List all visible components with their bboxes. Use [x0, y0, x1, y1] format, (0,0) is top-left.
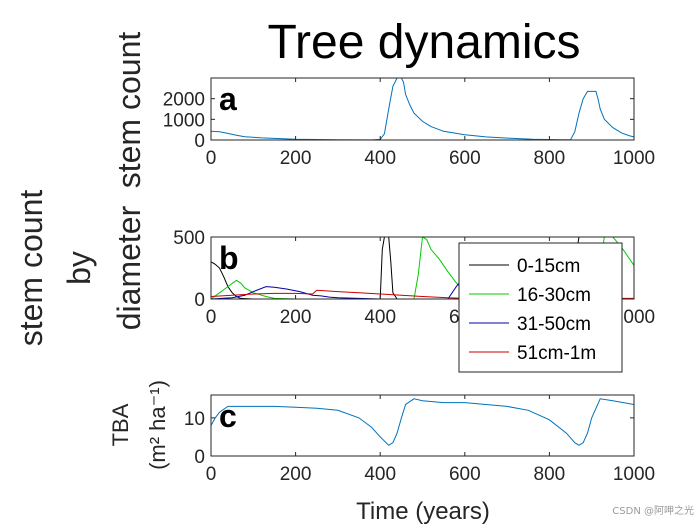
x-tick-label: 200	[280, 307, 312, 328]
x-tick-label: 0	[206, 148, 217, 169]
panel-label: a	[219, 81, 237, 117]
x-tick-label: 200	[280, 464, 312, 485]
axes-box	[210, 77, 635, 141]
series-line-stem-count	[211, 78, 634, 140]
axes-box	[210, 236, 635, 300]
y-axis-label-c: TBA (m² ha⁻¹)	[108, 380, 170, 470]
x-tick-label: 1000	[613, 148, 655, 169]
y-tick-label: 500	[173, 228, 205, 249]
y-tick-label: 1000	[163, 110, 205, 131]
y-axis-label-c-line: (m² ha⁻¹)	[145, 380, 170, 470]
x-tick-label: 600	[449, 464, 481, 485]
watermark: CSDN @阿呷之光	[612, 506, 694, 517]
y-axis-label-b-line: by	[61, 251, 97, 285]
x-axis-label: Time (years)	[356, 498, 490, 525]
y-tick-label: 10	[184, 409, 205, 430]
x-tick-label: 200	[280, 148, 312, 169]
x-tick-label: 1000	[613, 464, 655, 485]
panel-c: 0 200 400 600 800 1000 0 10 c	[184, 394, 655, 485]
y-axis-label-a: stem count	[111, 32, 147, 189]
chart-title: Tree dynamics	[268, 16, 581, 69]
y-tick-label: 0	[194, 131, 205, 152]
x-tick-label: 0	[206, 464, 217, 485]
panels: 02004006008001000010002000a0200400600800…	[13, 32, 655, 525]
x-tick-label: 400	[364, 307, 396, 328]
series-line-tba	[211, 398, 634, 446]
legend: 0-15cm 16-30cm 31-50cm 51cm-1m	[458, 242, 623, 373]
legend-entry: 51cm-1m	[517, 343, 596, 364]
x-tick-label: 600	[449, 148, 481, 169]
x-tick-label: 1000	[613, 307, 655, 328]
y-axis-label-b-line: diameter	[111, 205, 147, 330]
y-tick-label: 0	[194, 290, 205, 311]
y-tick-label: 2000	[163, 90, 205, 111]
x-tick-label: 0	[206, 307, 217, 328]
legend-entry: 16-30cm	[517, 285, 591, 306]
y-axis-label-c-line: TBA	[108, 403, 133, 446]
panel-label: c	[219, 398, 237, 434]
x-tick-label: 800	[534, 148, 566, 169]
legend-entry: 0-15cm	[517, 256, 580, 277]
legend-entry: 31-50cm	[517, 314, 591, 335]
y-axis-label-b-line: stem count	[13, 190, 49, 347]
axes-box	[210, 394, 635, 457]
series-line-0-15cm	[211, 237, 634, 299]
x-tick-label: 400	[364, 148, 396, 169]
x-tick-label: 800	[534, 464, 566, 485]
y-tick-label: 0	[194, 447, 205, 468]
x-tick-label: 400	[364, 464, 396, 485]
panel-label: b	[219, 240, 239, 276]
y-axis-label-b: stem count by diameter	[13, 190, 147, 347]
